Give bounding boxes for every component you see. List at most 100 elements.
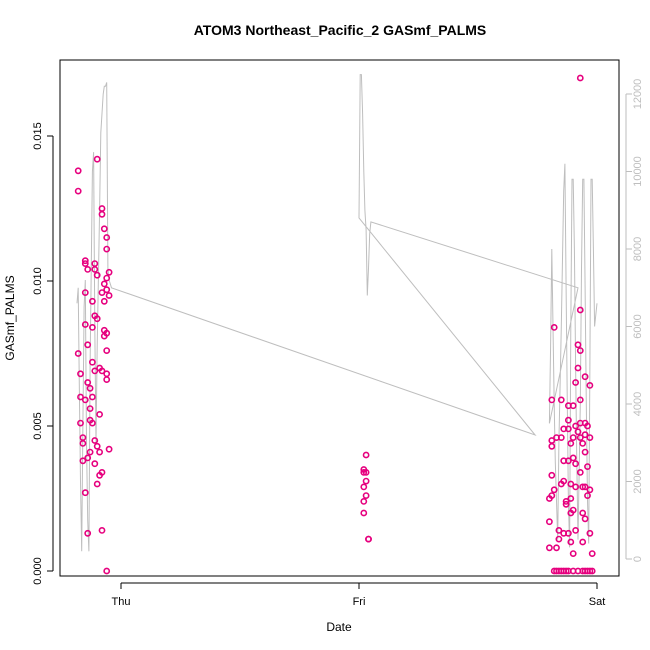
data-point xyxy=(84,454,92,462)
left-axis: 0.000 0.005 0.010 0.015 xyxy=(32,122,54,585)
data-point xyxy=(565,425,572,433)
left-axis-tick-label: 0.000 xyxy=(32,557,44,585)
data-point xyxy=(93,155,101,163)
data-point xyxy=(84,529,92,537)
data-point xyxy=(569,434,577,441)
data-point xyxy=(557,396,565,404)
data-point xyxy=(365,535,372,543)
data-point xyxy=(588,550,596,557)
data-point xyxy=(579,509,587,517)
data-point xyxy=(98,367,106,375)
data-point xyxy=(579,538,587,546)
data-point xyxy=(569,402,577,410)
data-point xyxy=(100,225,108,233)
data-point xyxy=(86,384,94,392)
data-point xyxy=(89,393,96,401)
data-point xyxy=(569,550,577,557)
data-point xyxy=(81,257,89,265)
data-point xyxy=(77,419,84,427)
data-point xyxy=(93,480,101,488)
data-point xyxy=(584,492,591,499)
data-point xyxy=(89,297,96,305)
data-point xyxy=(103,347,111,354)
data-point xyxy=(565,457,572,465)
data-point xyxy=(81,396,89,404)
data-point xyxy=(91,265,99,273)
data-point xyxy=(74,187,82,195)
data-point xyxy=(103,286,111,294)
plot-frame xyxy=(59,59,620,577)
data-point xyxy=(572,379,579,386)
x-axis-tick-label: Fri xyxy=(353,596,366,608)
data-point xyxy=(586,381,594,389)
data-point xyxy=(579,483,587,491)
data-point xyxy=(569,454,577,462)
data-point xyxy=(548,492,556,499)
data-point xyxy=(576,347,584,354)
data-point xyxy=(572,527,579,534)
data-point xyxy=(576,306,584,314)
data-point xyxy=(105,268,113,276)
data-point xyxy=(550,323,558,331)
data-point xyxy=(576,74,584,82)
data-point xyxy=(567,480,575,488)
data-point xyxy=(581,373,589,381)
data-point xyxy=(79,439,87,447)
data-point xyxy=(574,364,582,372)
data-point xyxy=(98,468,106,476)
right-axis-tick-label: 0 xyxy=(632,556,644,562)
data-point xyxy=(550,486,558,494)
data-point xyxy=(562,497,570,505)
data-point xyxy=(103,234,111,241)
data-point xyxy=(548,471,556,479)
data-point xyxy=(103,376,111,383)
data-point xyxy=(91,437,99,444)
data-point xyxy=(581,483,589,491)
data-point xyxy=(77,393,84,401)
data-point xyxy=(588,567,596,575)
data-point xyxy=(586,567,594,575)
data-point xyxy=(84,265,92,273)
data-point xyxy=(557,434,565,441)
data-point xyxy=(360,497,368,505)
data-point xyxy=(103,370,111,378)
data-point xyxy=(86,405,94,412)
data-point xyxy=(89,419,96,427)
data-point xyxy=(562,500,570,508)
data-point xyxy=(555,535,563,543)
data-point xyxy=(581,515,589,523)
data-point xyxy=(360,468,368,476)
data-point xyxy=(103,245,111,253)
data-point xyxy=(581,431,589,439)
data-point xyxy=(93,442,101,450)
data-point xyxy=(362,451,370,459)
data-point xyxy=(362,477,370,485)
data-point xyxy=(572,483,579,491)
data-point xyxy=(98,210,106,218)
data-point xyxy=(555,527,563,534)
data-point xyxy=(576,434,584,441)
data-point xyxy=(579,439,587,447)
data-point xyxy=(105,445,113,453)
data-point xyxy=(567,495,575,502)
left-axis-tick-label: 0.010 xyxy=(32,267,44,295)
data-point xyxy=(546,544,553,552)
altitude-line xyxy=(76,74,598,552)
data-point xyxy=(586,529,594,537)
y-axis-label: GASmf_PALMS xyxy=(3,275,17,360)
data-point xyxy=(576,468,584,476)
data-point xyxy=(576,396,584,404)
data-point xyxy=(81,321,89,328)
data-point xyxy=(548,442,556,450)
data-point xyxy=(546,518,553,526)
chart-title: ATOM3 Northeast_Pacific_2 GASmf_PALMS xyxy=(194,22,487,38)
altitude-line-layer xyxy=(76,74,598,552)
data-point xyxy=(553,544,560,552)
data-point xyxy=(81,289,89,296)
data-point xyxy=(562,567,570,575)
data-point xyxy=(100,297,108,305)
left-axis-tick-label: 0.005 xyxy=(32,412,44,440)
data-point xyxy=(74,167,82,175)
data-point xyxy=(77,370,84,378)
